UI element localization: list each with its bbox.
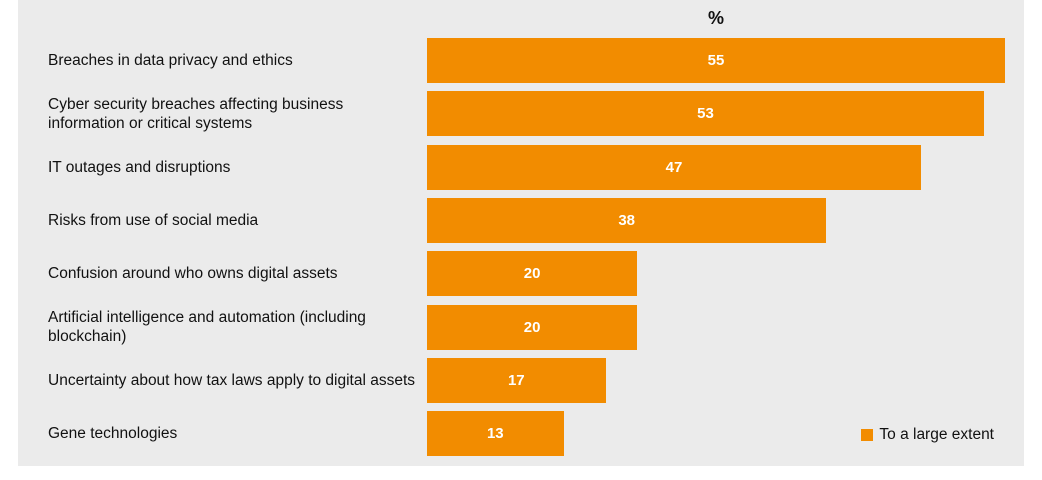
chart-panel: % Breaches in data privacy and ethics Cyb… [18,0,1024,466]
bar: 55 [427,38,1005,83]
legend-swatch [861,429,874,441]
category-label: Cyber security breaches affecting busine… [48,95,344,132]
bar-value-label: 38 [618,211,636,229]
bar: 53 [427,91,984,137]
bar-value-label: 13 [486,425,504,443]
category-label: Confusion around who owns digital assets [48,265,338,283]
category-label: Breaches in data privacy and ethics [48,52,293,69]
category-label: Gene technologies [48,425,178,443]
category-label: IT outages and disruptions [48,158,231,176]
bar: 38 [427,197,827,243]
bar: 20 [427,251,638,297]
bar-value-label: 20 [523,265,541,283]
bar: 20 [427,304,638,350]
category-label: Risks from use of social media [48,211,259,229]
bar: 47 [427,144,921,190]
category-label: Uncertainty about how tax laws apply to … [48,371,416,389]
legend-label: To a large extent [879,426,994,443]
bar-value-label: 47 [665,158,683,176]
legend: To a large extent [861,426,994,444]
bar: 13 [427,411,564,457]
category-label: Artificial intelligence and automation (… [48,309,366,345]
bar-value-label: 20 [523,318,541,336]
bar-value-label: 17 [507,371,525,389]
bar-value-label: 53 [697,105,714,123]
bar-value-label: 55 [707,52,725,69]
bar: 17 [427,357,606,403]
unit-label: % [707,8,724,28]
